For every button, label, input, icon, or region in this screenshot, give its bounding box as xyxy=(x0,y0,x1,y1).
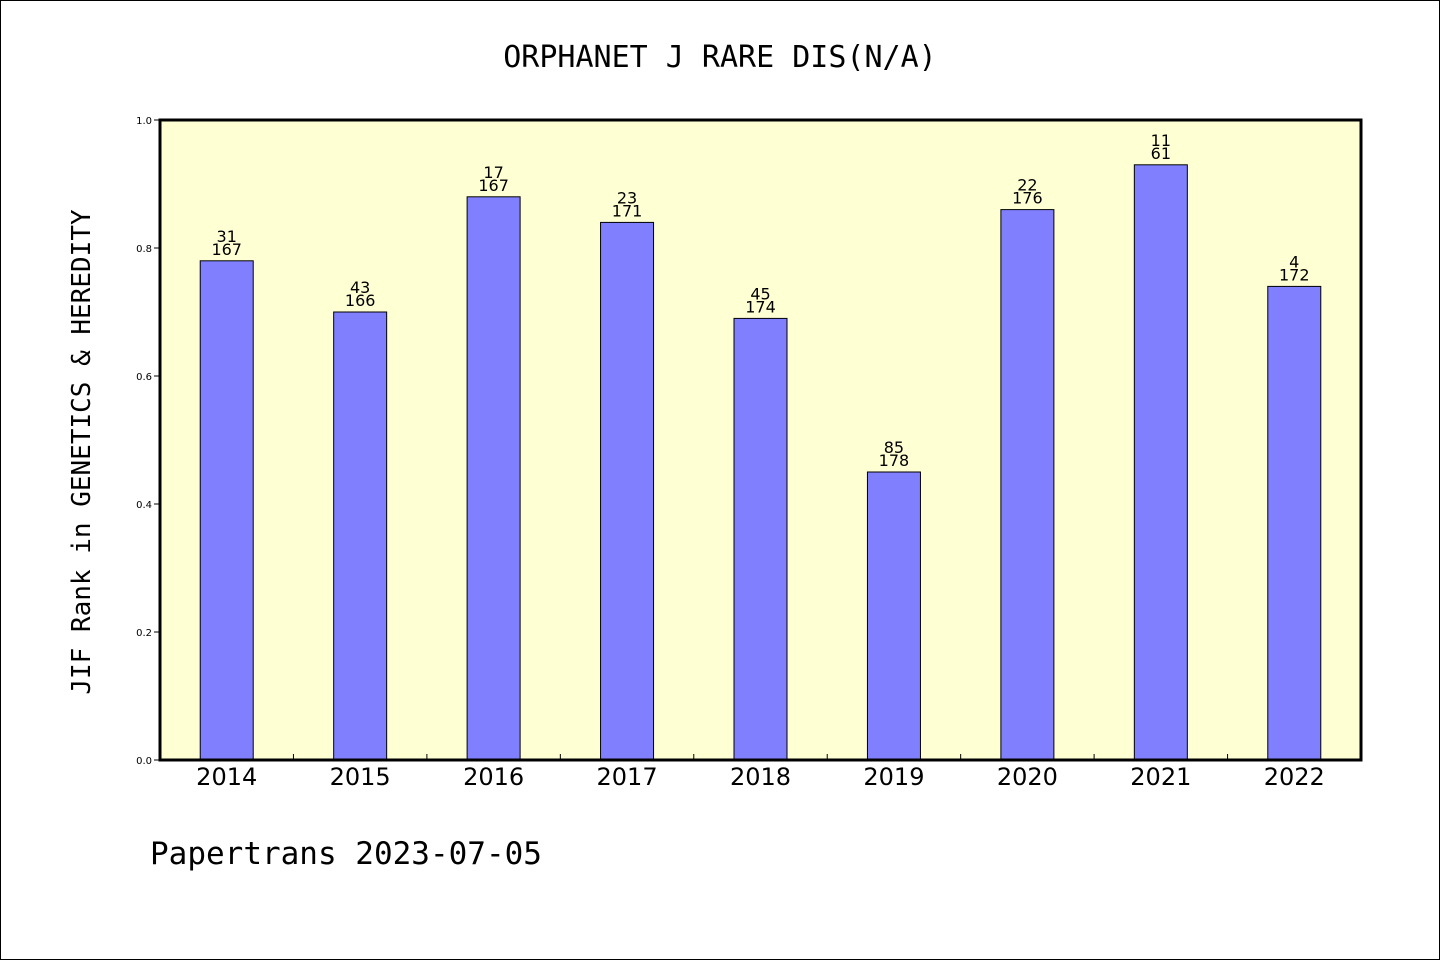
plot-border xyxy=(158,118,1363,762)
y-tick-label-0.2: 0.2 xyxy=(136,628,152,639)
x-tick-label-2018: 2018 xyxy=(730,763,791,791)
y-tick-label-0.8: 0.8 xyxy=(136,244,152,255)
bar-labels-group: 3116743166171672317145174851782217611614… xyxy=(211,131,1309,470)
bar-total-label-2017: 171 xyxy=(612,201,643,220)
bar-total-label-2018: 174 xyxy=(745,297,776,316)
bar-2014 xyxy=(199,260,254,761)
bar-2021 xyxy=(1133,164,1188,761)
y-tick-label-0.6: 0.6 xyxy=(136,372,152,383)
bar-rank-label-2018: 45 xyxy=(750,284,770,303)
bar-rank-label-2020: 22 xyxy=(1017,176,1037,195)
bar-rank-label-2019: 85 xyxy=(884,438,904,457)
bar-total-label-2016: 167 xyxy=(478,176,509,195)
x-tick-label-2017: 2017 xyxy=(597,763,658,791)
bar-rank-label-2021: 11 xyxy=(1151,131,1171,150)
x-tick-label-2020: 2020 xyxy=(997,763,1058,791)
bar-rank-label-2022: 4 xyxy=(1289,252,1299,271)
bar-2016 xyxy=(466,196,521,761)
y-axis-ticks: 0.0 0.2 0.4 0.6 0.8 1.0 xyxy=(136,116,160,767)
bar-2020 xyxy=(1000,209,1055,761)
chart-title: ORPHANET J RARE DIS(N/A) xyxy=(503,40,936,75)
x-axis-ticks: 2014 2015 2016 2017 2018 2019 2020 2021 2022 xyxy=(196,754,1325,791)
bars-group xyxy=(199,164,1322,761)
bar-2019 xyxy=(866,471,921,761)
bar-total-label-2015: 166 xyxy=(345,291,376,310)
bar-rank-label-2014: 31 xyxy=(217,227,237,246)
bar-rank-label-2017: 23 xyxy=(617,188,637,207)
bar-total-label-2020: 176 xyxy=(1012,189,1043,208)
bar-2022 xyxy=(1267,285,1322,761)
bar-rank-label-2015: 43 xyxy=(350,278,370,297)
bar-total-label-2021: 61 xyxy=(1151,144,1171,163)
x-tick-label-2022: 2022 xyxy=(1264,763,1325,791)
x-tick-label-2019: 2019 xyxy=(863,763,924,791)
y-tick-label-1.0: 1.0 xyxy=(136,116,152,127)
x-tick-label-2016: 2016 xyxy=(463,763,524,791)
x-tick-label-2015: 2015 xyxy=(330,763,391,791)
bar-rank-label-2016: 17 xyxy=(483,163,503,182)
x-tick-label-2014: 2014 xyxy=(196,763,257,791)
y-tick-label-0.0: 0.0 xyxy=(136,756,152,767)
y-tick-label-0.4: 0.4 xyxy=(136,500,152,511)
bar-total-label-2022: 172 xyxy=(1279,265,1310,284)
x-tick-label-2021: 2021 xyxy=(1130,763,1191,791)
bar-total-label-2019: 178 xyxy=(879,451,910,470)
bar-2018 xyxy=(733,317,788,761)
bar-2015 xyxy=(333,311,388,761)
bar-total-label-2014: 167 xyxy=(211,240,242,259)
footer-text: Papertrans 2023-07-05 xyxy=(150,836,542,872)
y-axis-label: JIF Rank in GENETICS & HEREDITY xyxy=(67,209,97,695)
bar-2017 xyxy=(600,221,655,761)
